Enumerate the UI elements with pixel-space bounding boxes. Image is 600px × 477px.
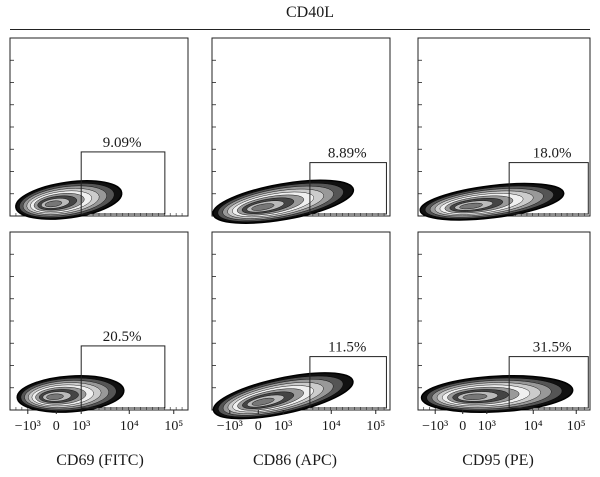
x-tick-label: 0	[255, 419, 262, 434]
population-contour	[420, 375, 574, 413]
gate-percent-label: 11.5%	[328, 340, 366, 356]
gate-percent-label: 8.89%	[328, 146, 367, 162]
x-tick-label: −10³	[217, 419, 243, 434]
x-tick-label: 0	[53, 419, 60, 434]
contour-level	[44, 200, 63, 208]
contour-level	[462, 393, 488, 400]
gate-percent-label: 31.5%	[533, 340, 572, 356]
group-bracket-line	[10, 29, 590, 30]
gate-percent-label: 20.5%	[103, 329, 142, 345]
column-label-cd69: CD69 (FITC)	[56, 452, 144, 469]
x-tick-label: 10³	[72, 419, 90, 434]
group-title: CD40L	[286, 4, 334, 21]
x-tick-label: 10⁴	[322, 419, 341, 434]
gate-rectangle	[309, 162, 387, 215]
column-label-cd86: CD86 (APC)	[252, 452, 337, 469]
gate-percent-label: 18.0%	[533, 146, 572, 162]
x-tick-label: 10⁵	[366, 419, 385, 434]
x-tick-label: 10⁵	[567, 419, 586, 434]
x-tick-label: −10³	[15, 419, 41, 434]
contour-level	[251, 397, 275, 406]
gate-rectangle	[508, 356, 589, 409]
gate-rectangle	[80, 345, 166, 409]
contour-level	[459, 202, 483, 210]
gate-rectangle	[309, 356, 387, 409]
x-tick-label: 0	[459, 419, 466, 434]
contour-level	[46, 393, 64, 400]
x-tick-label: 10⁴	[120, 419, 139, 434]
population-contour	[212, 179, 355, 224]
x-tick-label: 10³	[274, 419, 292, 434]
population-contour	[16, 375, 125, 413]
population-contour	[212, 372, 354, 420]
x-tick-label: −10³	[422, 419, 448, 434]
gate-rectangle	[80, 151, 166, 215]
column-label-cd95: CD95 (PE)	[462, 452, 534, 469]
x-tick-label: 10³	[478, 419, 496, 434]
population-contour	[419, 182, 565, 221]
x-tick-label: 10⁵	[164, 419, 183, 434]
x-tick-label: 10⁴	[524, 419, 543, 434]
gate-rectangle	[508, 162, 589, 215]
gate-percent-label: 9.09%	[103, 135, 142, 151]
contour-level	[251, 203, 275, 211]
